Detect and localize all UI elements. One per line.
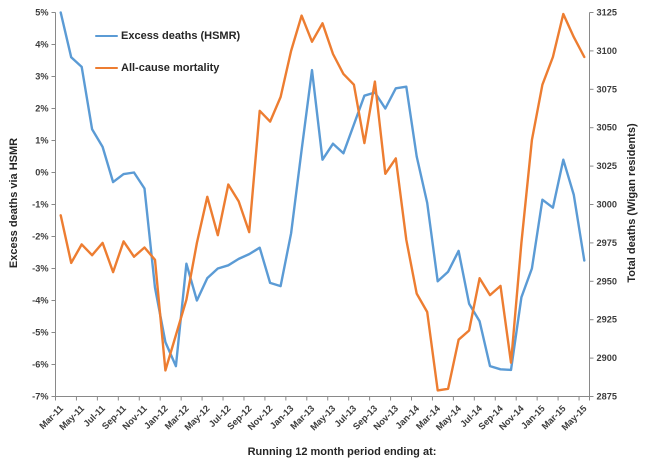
legend-line-swatch-excess-deaths [95, 34, 118, 38]
y-axis-left-tick-label: -1% [32, 200, 48, 210]
series-line-all-cause-mortality [59, 12, 586, 392]
y-axis-left-tick-label: 1% [35, 136, 48, 146]
y-axis-left-tick-label: -4% [32, 296, 48, 306]
y-axis-right-tick-label: 3125 [597, 8, 617, 18]
y-axis-right-tick-label: 2925 [597, 315, 617, 325]
x-axis-title: Running 12 month period ending at: [247, 446, 437, 458]
y-axis-left-tick-label: 0% [35, 168, 48, 178]
y-axis-right-tick-label: 3050 [597, 123, 617, 133]
legend-item-excess-deaths: Excess deaths (HSMR) [95, 28, 240, 44]
y-axis-right-tick-label: 2900 [597, 353, 617, 363]
legend-label-all-cause-mortality: All-cause mortality [121, 62, 220, 74]
legend: Excess deaths (HSMR) All-cause mortality [95, 28, 240, 92]
y-axis-right-tick-label: 3000 [597, 200, 617, 210]
y-axis-left-tick-label: -6% [32, 360, 48, 370]
y-axis-right-tick-label: 2875 [597, 392, 617, 402]
y-axis-left-tick-label: 4% [35, 40, 48, 50]
y-axis-right-tick-label: 3025 [597, 161, 617, 171]
y-axis-left-tick-label: -7% [32, 392, 48, 402]
y-axis-right-tick-label: 2950 [597, 276, 617, 286]
y-axis-left-tick-label: -3% [32, 264, 48, 274]
y-axis-right-tick-label: 3100 [597, 46, 617, 56]
y-axis-right-tick-label: 3075 [597, 84, 617, 94]
legend-label-excess-deaths: Excess deaths (HSMR) [121, 30, 241, 42]
y-axis-left-tick-label: 5% [35, 8, 48, 18]
y-axis-right-tick-label: 2975 [597, 238, 617, 248]
y-axis-left-tick-label: 3% [35, 72, 48, 82]
y-axis-left-tick-label: 2% [35, 104, 48, 114]
legend-item-all-cause-mortality: All-cause mortality [95, 60, 240, 76]
y-axis-right-title: Total deaths (Wigan residents) [626, 123, 638, 283]
series-line-excess-deaths-hsmr [59, 11, 586, 372]
y-axis-left-tick-label: -2% [32, 232, 48, 242]
y-axis-left-tick-label: -5% [32, 328, 48, 338]
y-axis-left-title: Excess deaths via HSMR [8, 137, 20, 269]
legend-line-swatch-all-cause-mortality [95, 66, 118, 70]
